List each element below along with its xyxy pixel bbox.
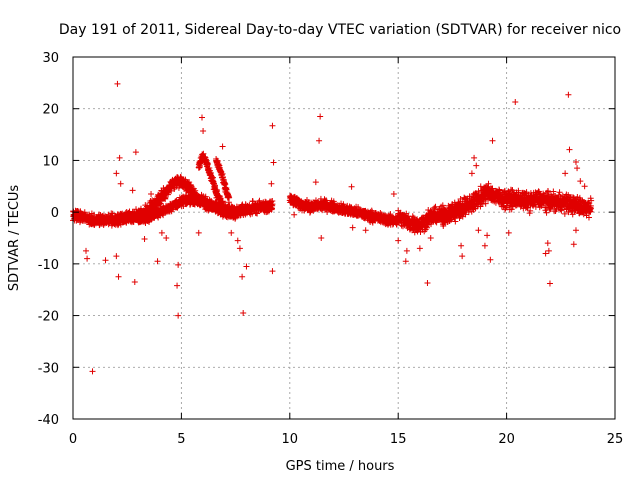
data-point bbox=[323, 197, 330, 204]
y-tick-label: 30 bbox=[42, 51, 59, 66]
data-point bbox=[162, 195, 169, 202]
data-point bbox=[330, 198, 337, 205]
x-tick-label: 20 bbox=[498, 432, 515, 447]
x-tick-label: 0 bbox=[69, 432, 77, 447]
y-tick-label: 10 bbox=[42, 154, 59, 169]
x-axis-label: GPS time / hours bbox=[286, 459, 395, 474]
data-point bbox=[269, 201, 276, 208]
data-point bbox=[221, 205, 228, 212]
x-tick-label: 10 bbox=[282, 432, 299, 447]
y-tick-label: -20 bbox=[38, 310, 59, 325]
y-tick-label: 0 bbox=[51, 206, 59, 221]
chart-title: Day 191 of 2011, Sidereal Day-to-day VTE… bbox=[59, 22, 621, 38]
data-point bbox=[232, 214, 239, 221]
data-point bbox=[306, 209, 313, 216]
data-point bbox=[254, 210, 261, 217]
y-axis-label: SDTVAR / TECUs bbox=[7, 185, 22, 292]
data-point bbox=[189, 191, 196, 198]
data-point bbox=[156, 201, 163, 208]
data-point bbox=[226, 194, 233, 201]
y-tick-label: 20 bbox=[42, 103, 59, 118]
x-tick-label: 5 bbox=[177, 432, 185, 447]
y-tick-label: -10 bbox=[38, 258, 59, 273]
y-tick-label: -30 bbox=[38, 361, 59, 376]
y-tick-label: -40 bbox=[38, 413, 59, 428]
x-tick-label: 25 bbox=[607, 432, 624, 447]
data-points bbox=[70, 80, 595, 375]
x-tick-label: 15 bbox=[390, 432, 407, 447]
grid-lines bbox=[73, 57, 615, 419]
